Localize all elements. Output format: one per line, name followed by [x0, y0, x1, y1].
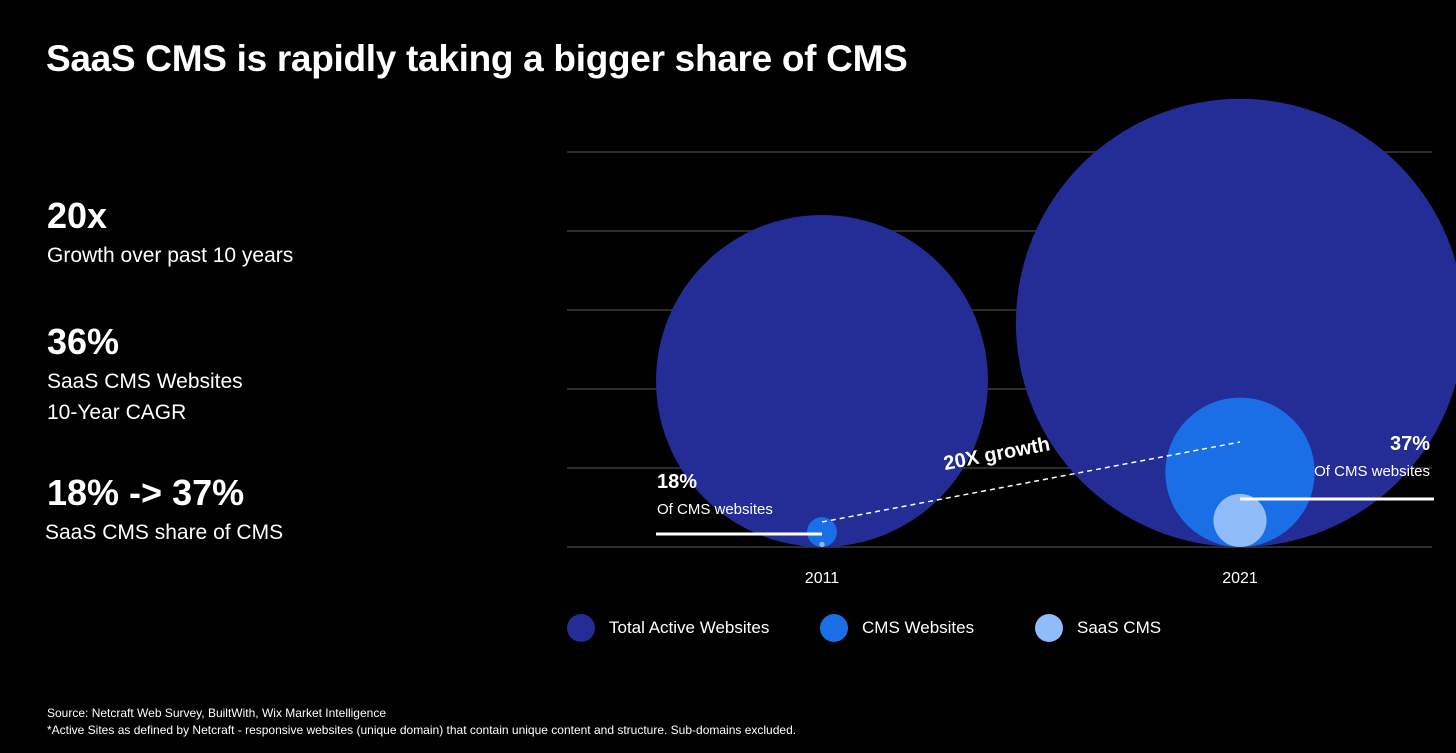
bubble-saas-cms-2021	[1213, 493, 1267, 547]
legend-item-saas: SaaS CMS	[1035, 614, 1161, 642]
stat-value: 36%	[47, 321, 120, 362]
annotation-text-2011: Of CMS websites	[657, 501, 773, 518]
bubble-total-active-websites-2011	[656, 215, 988, 547]
legend-item-cms: CMS Websites	[820, 614, 974, 642]
x-tick-label-2011: 2011	[805, 570, 840, 587]
stat-description-line: SaaS CMS Websites	[47, 370, 243, 393]
legend-label: Total Active Websites	[609, 618, 770, 637]
annotation-value-2021: 37%	[1390, 433, 1430, 455]
annotation-value-2011: 18%	[657, 471, 697, 493]
legend-swatch	[1035, 614, 1063, 642]
annotation-text-2021: Of CMS websites	[1314, 463, 1430, 480]
stat-description: SaaS CMS share of CMS	[45, 517, 283, 548]
stat-value: 20x	[47, 195, 108, 236]
growth-connector-line	[821, 441, 1241, 523]
stat-description-line: SaaS CMS share of CMS	[45, 521, 284, 544]
footnote-note: *Active Sites as defined by Netcraft - r…	[47, 723, 797, 737]
stat-description: Growth over past 10 years	[47, 240, 293, 271]
stat-share: 18% -> 37% SaaS CMS share of CMS	[45, 472, 283, 548]
stat-value: 18% -> 37%	[47, 472, 245, 513]
bubble-saas-cms-2011	[819, 541, 825, 547]
legend-label: CMS Websites	[862, 618, 975, 637]
slide-title: SaaS CMS is rapidly taking a bigger shar…	[46, 38, 908, 79]
stat-description-line: Growth over past 10 years	[47, 244, 294, 267]
bubble-cms-websites-2011	[807, 517, 837, 547]
footnote-source: Source: Netcraft Web Survey, BuiltWith, …	[47, 706, 387, 720]
bubbles	[656, 98, 1456, 547]
legend-swatch	[820, 614, 848, 642]
legend-swatch	[567, 614, 595, 642]
x-tick-label-2021: 2021	[1222, 570, 1258, 587]
stat-description: SaaS CMS Websites 10-Year CAGR	[47, 366, 243, 428]
bubble-total-active-websites-2021	[1015, 98, 1456, 547]
stat-growth: 20x Growth over past 10 years	[47, 196, 293, 271]
stat-cagr: 36% SaaS CMS Websites 10-Year CAGR	[47, 322, 243, 428]
bubble-cms-websites-2021	[1165, 397, 1315, 547]
stat-description-line: 10-Year CAGR	[47, 401, 187, 424]
legend-label: SaaS CMS	[1077, 618, 1162, 637]
x-axis-labels: 2011 2021	[805, 570, 1258, 587]
legend-item-total: Total Active Websites	[567, 614, 769, 642]
